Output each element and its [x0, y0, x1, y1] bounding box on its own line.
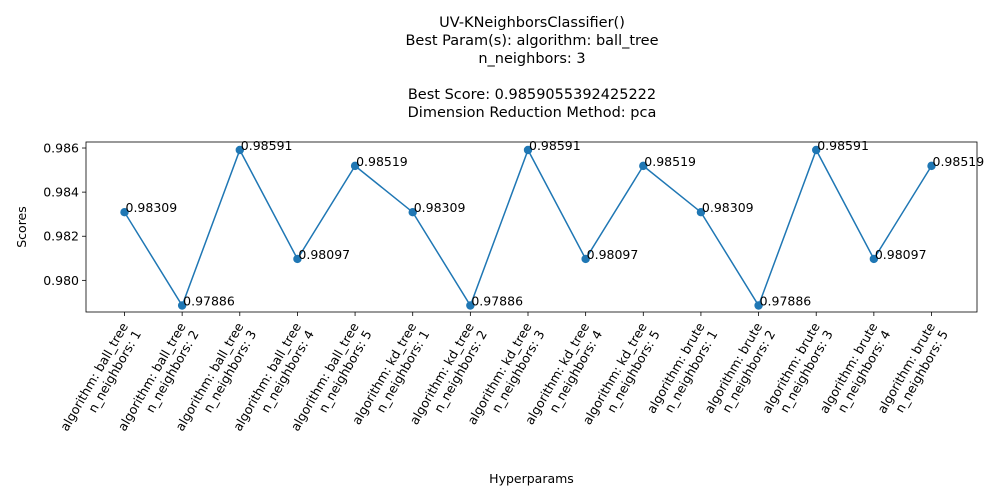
data-label: 0.98591	[241, 138, 293, 153]
chart-title-line: Dimension Reduction Method: pca	[408, 105, 657, 121]
data-label: 0.98097	[587, 247, 639, 262]
series-line	[123, 148, 933, 308]
data-label: 0.98519	[644, 154, 696, 169]
data-point	[927, 161, 936, 171]
y-axis: 0.980 0.982 0.984 0.986	[43, 141, 86, 288]
y-tick-label: 0.980	[43, 273, 79, 288]
data-point	[235, 145, 244, 155]
y-tick-label: 0.984	[43, 185, 79, 200]
data-label: 0.98309	[126, 200, 178, 215]
data-label: 0.97886	[471, 294, 523, 309]
data-point	[696, 208, 706, 217]
chart-title-line: Best Score: 0.9859055392425222	[408, 87, 656, 103]
chart-title-line: n_neighbors: 3	[478, 51, 585, 67]
data-label: 0.98309	[702, 200, 754, 215]
data-label: 0.98519	[356, 154, 408, 169]
data-point	[523, 145, 533, 155]
data-label: 0.97886	[183, 294, 235, 309]
data-label: 0.98591	[529, 138, 581, 153]
data-point	[581, 254, 590, 264]
data-point	[869, 254, 879, 264]
data-point	[408, 208, 417, 217]
plot-area	[85, 141, 978, 313]
data-label: 0.98097	[298, 247, 350, 262]
data-point	[177, 301, 187, 310]
data-point	[754, 301, 763, 310]
data-point	[812, 145, 821, 155]
data-point	[639, 161, 648, 171]
data-point	[350, 161, 360, 171]
y-tick-label: 0.986	[43, 141, 79, 156]
data-points	[120, 145, 936, 310]
data-label: 0.98309	[414, 200, 466, 215]
chart-title-line: Best Param(s): algorithm: ball_tree	[405, 33, 658, 49]
data-point	[293, 254, 302, 264]
data-label: 0.97886	[760, 294, 812, 309]
data-point	[466, 301, 475, 310]
y-tick-label: 0.982	[43, 229, 79, 244]
chart-title: UV-KNeighborsClassifier() Best Param(s): …	[405, 15, 658, 121]
data-point	[120, 208, 129, 217]
x-axis-label: Hyperparams	[489, 471, 574, 486]
y-axis-label: Scores	[14, 206, 29, 248]
data-label: 0.98519	[933, 154, 985, 169]
chart-title-line: UV-KNeighborsClassifier()	[439, 15, 625, 31]
data-label: 0.98097	[875, 247, 927, 262]
data-labels: 0.98309 0.97886 0.98591 0.98097 0.98519 0.983…	[126, 138, 985, 309]
data-label: 0.98591	[817, 138, 869, 153]
x-axis: algorithm: ball_treen_neighbors: 1algori…	[57, 312, 951, 434]
